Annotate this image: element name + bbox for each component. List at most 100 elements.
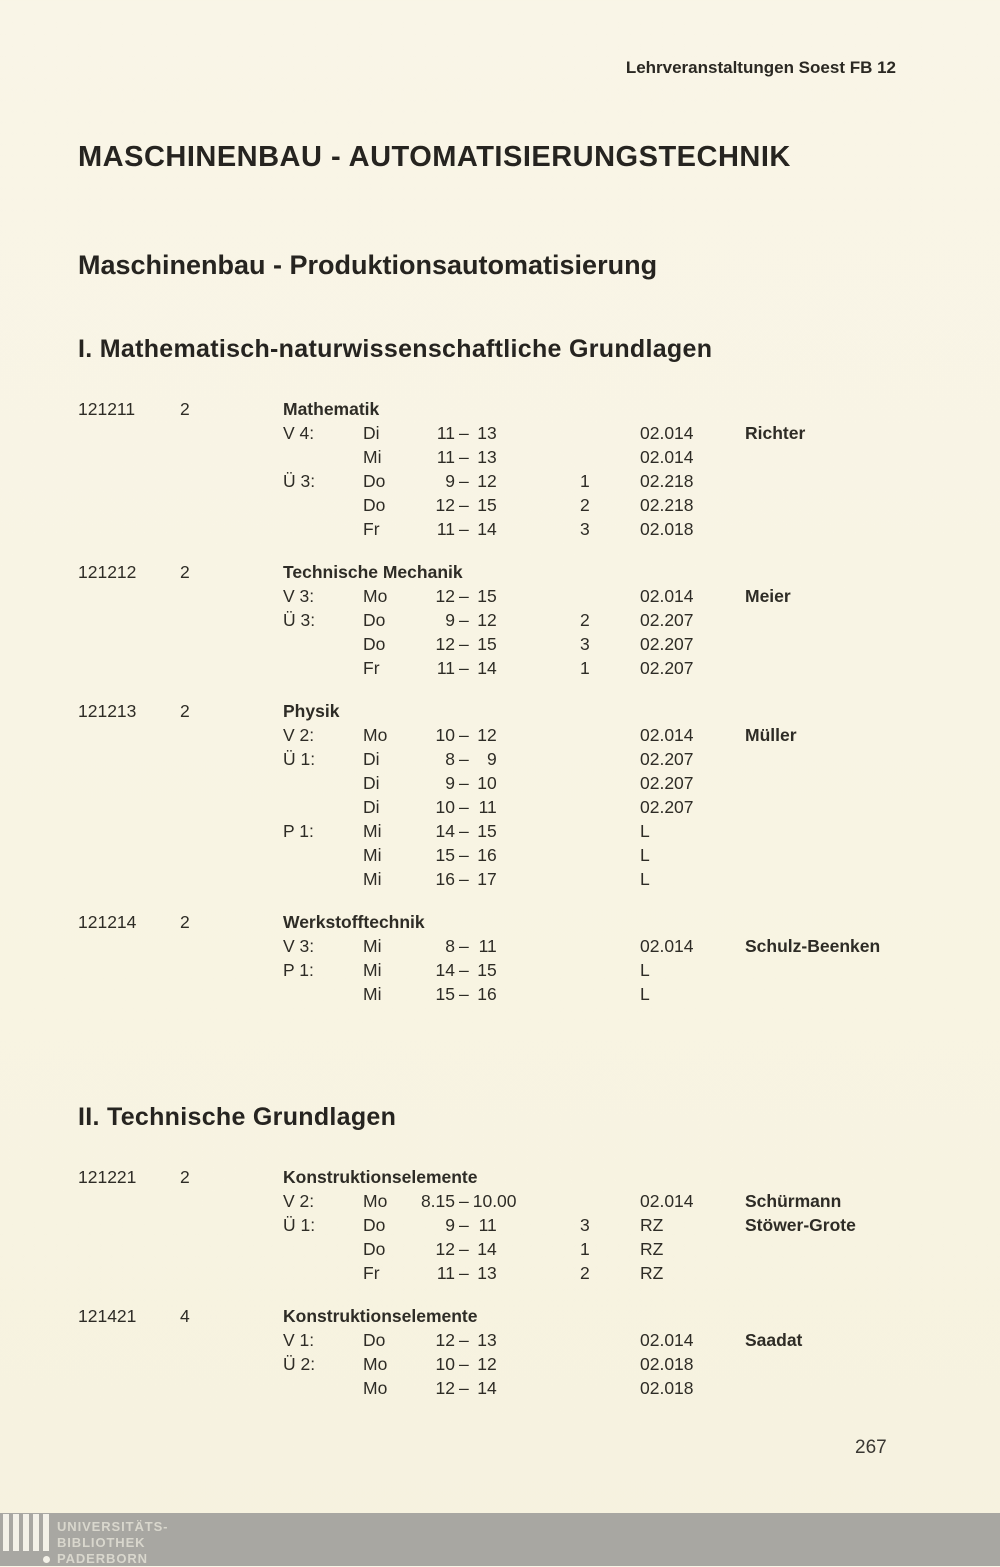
course-id: 121421 <box>78 1306 137 1326</box>
time-end: 13 <box>477 447 497 467</box>
schedule-row: V 3: Mo 12–15 02.014 Meier <box>283 584 1000 608</box>
course-block: 121211 2 Mathematik V 4: Di 11–13 02.014… <box>78 397 1000 541</box>
course-type-label <box>283 843 363 867</box>
course-type-label <box>283 982 363 1006</box>
group-cell <box>580 1376 640 1400</box>
time-start: 9 <box>445 773 455 793</box>
time-end: 13 <box>477 1330 497 1350</box>
course-hours: 4 <box>180 1306 190 1326</box>
section-math-grundlagen: I. Mathematisch-naturwissenschaftliche G… <box>0 335 1000 1006</box>
day-cell: Do <box>363 1215 386 1235</box>
time-end: 12 <box>477 725 497 745</box>
room-cell: 02.018 <box>640 519 694 539</box>
time-dash: – <box>459 845 469 865</box>
time-end: 12 <box>477 610 497 630</box>
time-end: 15 <box>477 821 497 841</box>
group-cell: 2 <box>580 610 590 630</box>
time-end: 12 <box>477 1354 497 1374</box>
time-cell: 8–9 <box>413 747 580 771</box>
room-cell: 02.014 <box>640 423 694 443</box>
course-hours: 2 <box>180 1167 190 1187</box>
library-logo-icon <box>3 1514 55 1566</box>
page-title: MASCHINENBAU - AUTOMATISIERUNGSTECHNIK <box>78 141 791 173</box>
course-type-label <box>283 771 363 795</box>
schedule-row: Do 12–15 2 02.218 <box>283 493 1000 517</box>
lecturer-cell: Saadat <box>745 1330 803 1350</box>
group-cell <box>580 445 640 469</box>
watermark-bar: UNIVERSITÄTS- BIBLIOTHEK PADERBORN <box>0 1513 1000 1566</box>
schedule-row: Fr 11–14 3 02.018 <box>283 517 1000 541</box>
time-end: 14 <box>477 658 497 678</box>
group-cell <box>580 1328 640 1352</box>
course-type-label: P 1: <box>283 960 314 980</box>
group-cell <box>580 819 640 843</box>
time-end: 15 <box>477 495 497 515</box>
course-id: 121221 <box>78 1167 137 1187</box>
time-start: 10 <box>435 725 455 745</box>
group-cell: 3 <box>580 634 590 654</box>
day-cell: Mo <box>363 1378 388 1398</box>
time-cell: 8.15–10.00 <box>413 1189 580 1213</box>
course-type-label: V 4: <box>283 423 315 443</box>
day-cell: Mi <box>363 869 382 889</box>
time-start: 8 <box>445 936 455 956</box>
time-end: 9 <box>487 749 497 769</box>
course-name: Konstruktionselemente <box>283 1306 478 1326</box>
room-cell: RZ <box>640 1263 664 1283</box>
day-cell: Do <box>363 495 386 515</box>
room-cell: RZ <box>640 1215 664 1235</box>
logo-dot-icon <box>43 1556 50 1563</box>
time-dash: – <box>459 634 469 654</box>
group-cell: 3 <box>580 519 590 539</box>
lecturer-cell: Richter <box>745 423 806 443</box>
time-cell: 15–16 <box>413 982 580 1006</box>
schedule-row: P 1: Mi 14–15 L <box>283 958 1000 982</box>
group-cell: 1 <box>580 658 590 678</box>
course-type-label: Ü 3: <box>283 471 316 491</box>
time-dash: – <box>459 1263 469 1283</box>
time-end: 16 <box>477 845 497 865</box>
time-cell: 10–11 <box>413 795 580 819</box>
room-cell: 02.207 <box>640 749 694 769</box>
day-cell: Di <box>363 423 380 443</box>
course-block: 121213 2 Physik V 2: Mo 10–12 02.014 Mül… <box>78 699 1000 891</box>
group-cell <box>580 1189 640 1213</box>
group-cell: 1 <box>580 1239 590 1259</box>
room-cell: 02.014 <box>640 936 694 956</box>
day-cell: Mi <box>363 821 382 841</box>
course-type-label <box>283 517 363 541</box>
time-start: 11 <box>436 1263 455 1283</box>
time-cell: 11–13 <box>413 1261 580 1285</box>
room-cell: 02.018 <box>640 1354 694 1374</box>
section-technische-grundlagen: II. Technische Grundlagen 121221 2 Konst… <box>0 1103 1000 1400</box>
time-start: 10 <box>435 797 455 817</box>
schedule-row: Mo 12–14 02.018 <box>283 1376 1000 1400</box>
time-cell: 8–11 <box>413 934 580 958</box>
time-dash: – <box>459 936 469 956</box>
time-cell: 12–15 <box>413 584 580 608</box>
course-type-label <box>283 1237 363 1261</box>
time-end: 15 <box>477 634 497 654</box>
time-dash: – <box>459 447 469 467</box>
schedule-row: Ü 2: Mo 10–12 02.018 <box>283 1352 1000 1376</box>
time-dash: – <box>459 1378 469 1398</box>
course-header-row: 121214 2 Werkstofftechnik <box>78 910 1000 934</box>
schedule-row: Do 12–14 1 RZ <box>283 1237 1000 1261</box>
day-cell: Do <box>363 1239 386 1259</box>
schedule-row: Ü 1: Do 9–11 3 RZ Stöwer-Grote <box>283 1213 1000 1237</box>
day-cell: Mi <box>363 845 382 865</box>
page-subtitle: Maschinenbau - Produktionsautomatisierun… <box>78 250 658 280</box>
time-cell: 9–12 <box>413 608 580 632</box>
time-cell: 10–12 <box>413 723 580 747</box>
course-type-label: Ü 1: <box>283 749 316 769</box>
course-block: 121214 2 Werkstofftechnik V 3: Mi 8–11 0… <box>78 910 1000 1006</box>
group-cell <box>580 771 640 795</box>
time-dash: – <box>459 821 469 841</box>
time-cell: 12–15 <box>413 493 580 517</box>
time-cell: 14–15 <box>413 958 580 982</box>
time-dash: – <box>459 1330 469 1350</box>
time-start: 12 <box>435 586 455 606</box>
lecturer-cell: Schulz-Beenken <box>745 936 881 956</box>
time-cell: 12–14 <box>413 1237 580 1261</box>
schedule-row: V 4: Di 11–13 02.014 Richter <box>283 421 1000 445</box>
